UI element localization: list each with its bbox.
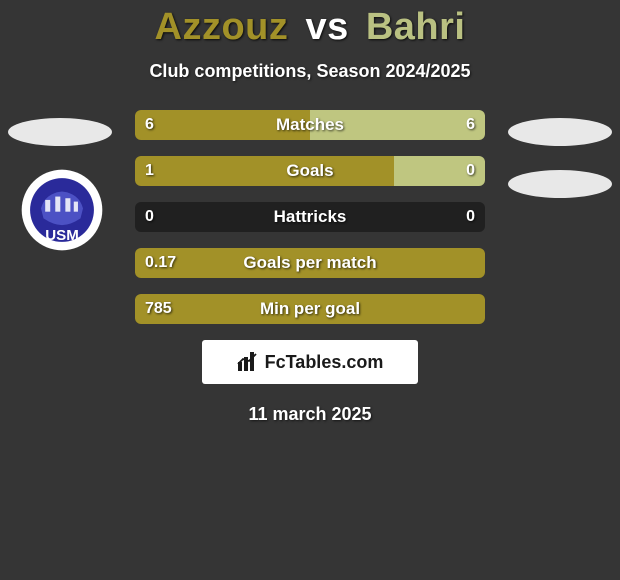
vs-separator: vs — [305, 6, 348, 48]
player2-badge-ellipse-1 — [508, 118, 612, 146]
player2-badge-ellipse-2 — [508, 170, 612, 198]
logo-detail-4 — [74, 202, 78, 212]
comparison-title: Azzouz vs Bahri — [0, 0, 620, 49]
player1-badge-ellipse — [8, 118, 112, 146]
stat-row: 10Goals — [135, 156, 485, 186]
brand-box: FcTables.com — [202, 340, 418, 384]
subtitle: Club competitions, Season 2024/2025 — [0, 61, 620, 82]
logo-detail-3 — [65, 198, 70, 211]
logo-detail-1 — [45, 200, 50, 212]
stat-label: Goals — [135, 156, 485, 186]
stat-row: 0.17Goals per match — [135, 248, 485, 278]
brand-text: FcTables.com — [265, 352, 384, 373]
player1-name: Azzouz — [155, 6, 289, 48]
stat-row: 785Min per goal — [135, 294, 485, 324]
brand-chart-icon — [237, 352, 259, 372]
player2-name: Bahri — [366, 6, 466, 48]
stat-row: 66Matches — [135, 110, 485, 140]
logo-detail-2 — [55, 197, 60, 212]
club-logo: USM — [20, 168, 104, 252]
stat-label: Matches — [135, 110, 485, 140]
stat-row: 00Hattricks — [135, 202, 485, 232]
stat-bars: 66Matches 10Goals 00Hattricks 0.17Goals per… — [135, 110, 485, 324]
date-label: 11 march 2025 — [0, 404, 620, 425]
logo-text: USM — [45, 227, 79, 244]
stat-label: Hattricks — [135, 202, 485, 232]
stat-label: Goals per match — [135, 248, 485, 278]
comparison-content: USM 66Matches 10Goals 00Hattricks 0.17Goals… — [0, 110, 620, 425]
stat-label: Min per goal — [135, 294, 485, 324]
